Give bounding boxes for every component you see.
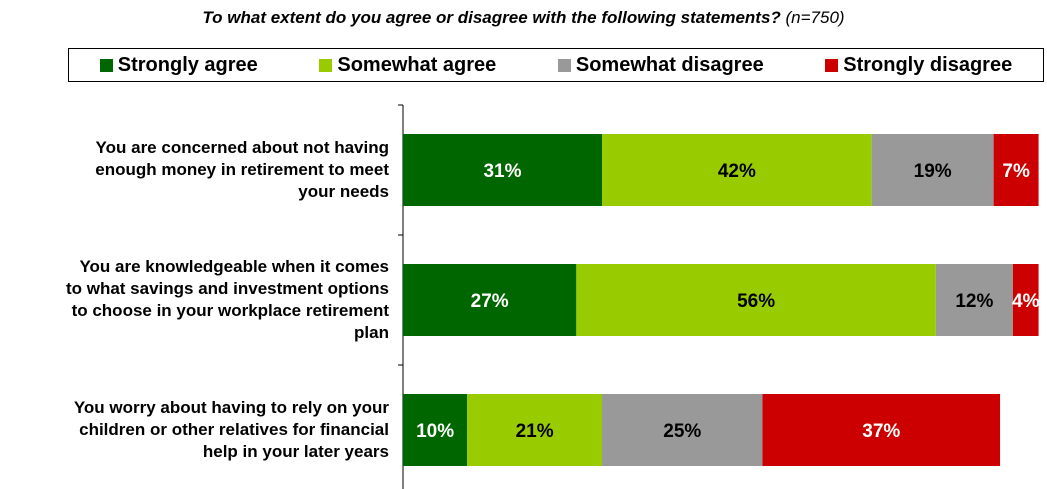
data-label: 21% <box>516 421 554 442</box>
data-label: 37% <box>862 421 900 442</box>
data-label: 56% <box>737 291 775 312</box>
data-label: 7% <box>1002 161 1030 182</box>
data-label: 12% <box>955 291 993 312</box>
data-label: 42% <box>718 161 756 182</box>
data-label: 4% <box>1012 291 1040 312</box>
data-label: 25% <box>663 421 701 442</box>
data-label: 31% <box>483 161 521 182</box>
data-label: 10% <box>416 421 454 442</box>
data-label: 19% <box>914 161 952 182</box>
data-label: 27% <box>471 291 509 312</box>
